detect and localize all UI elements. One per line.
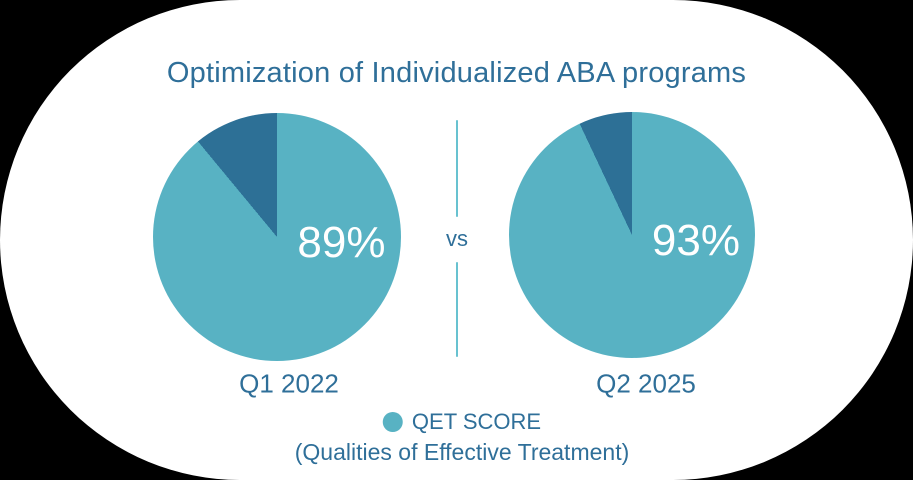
percent-label-q1-2022: 89%: [297, 218, 386, 268]
legend-dot-icon: [382, 412, 403, 432]
pie-label-q2-2025: Q2 2025: [596, 368, 696, 399]
pie-label-q1-2022: Q1 2022: [239, 368, 339, 399]
pie-chart-q2-2025: 93%: [509, 112, 755, 358]
divider-line-top: [456, 120, 458, 217]
legend: QET SCORE (Qualities of Effective Treatm…: [295, 409, 630, 466]
legend-row: QET SCORE: [382, 409, 542, 435]
legend-label: QET SCORE: [411, 409, 542, 434]
pie-chart-q1-2022: 89%: [153, 113, 401, 361]
percent-label-q2-2025: 93%: [651, 216, 740, 266]
legend-sublabel: (Qualities of Effective Treatment): [294, 439, 630, 465]
divider-line-bottom: [456, 262, 458, 357]
chart-title: Optimization of Individualized ABA progr…: [166, 57, 747, 89]
vs-label: vs: [446, 226, 468, 251]
